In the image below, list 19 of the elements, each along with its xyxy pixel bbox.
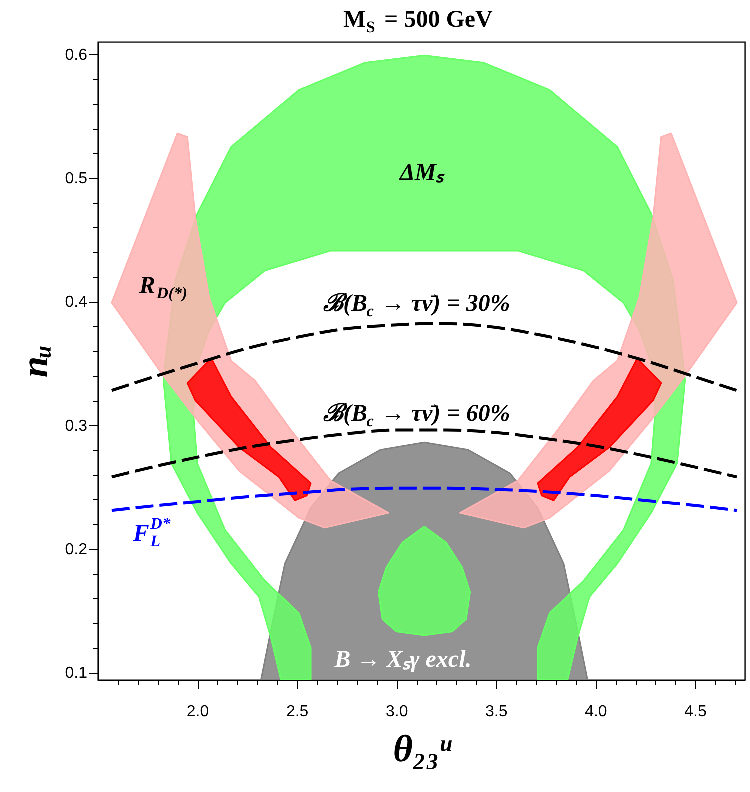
x-tick-label: 2.5 (286, 704, 309, 720)
line-series (110, 322, 739, 392)
y-tick-label: 0.6 (65, 46, 88, 64)
annotation: B → Xₛγ excl. (334, 647, 472, 673)
annotation: ΔMₛ (398, 160, 446, 186)
x-axis-title: θ₂₃ᵘ (393, 728, 452, 770)
y-tick-label: 0.4 (65, 294, 88, 312)
line-series (110, 486, 739, 512)
y-tick-label: 0.1 (65, 665, 88, 682)
line-series (110, 428, 739, 479)
y-tick-label: 0.2 (65, 541, 88, 558)
x-tick-label: 4.0 (585, 704, 608, 720)
x-tick-label: 4.5 (684, 704, 707, 720)
y-tick-label: 0.5 (65, 170, 88, 188)
y-axis-title: nᵤ (14, 345, 56, 378)
x-tick-label: 3.0 (386, 704, 408, 720)
x-tick-label: 2.0 (186, 704, 210, 720)
x-tick-label: 3.5 (486, 704, 508, 720)
y-tick-label: 0.3 (65, 418, 88, 435)
